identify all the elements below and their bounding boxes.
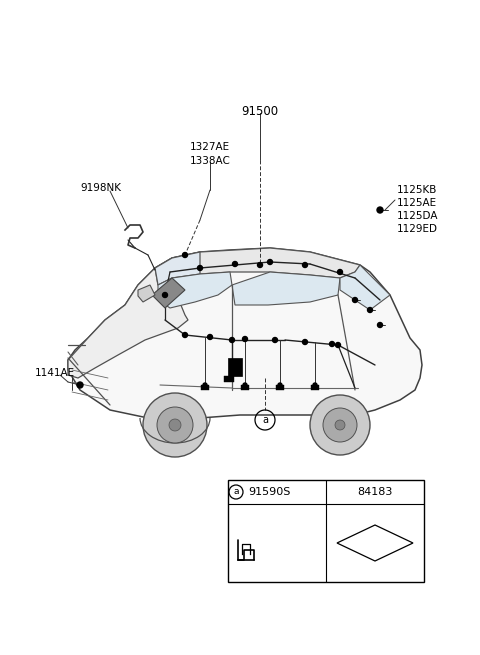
Bar (241, 385, 249, 390)
Circle shape (336, 343, 340, 348)
Circle shape (377, 322, 383, 328)
Circle shape (232, 261, 238, 267)
Circle shape (302, 339, 308, 345)
Circle shape (182, 252, 188, 257)
Polygon shape (340, 265, 390, 310)
Circle shape (329, 341, 335, 346)
Circle shape (337, 269, 343, 274)
Polygon shape (68, 268, 188, 378)
Circle shape (182, 333, 188, 337)
Circle shape (157, 407, 193, 443)
Circle shape (335, 420, 345, 430)
Circle shape (278, 383, 282, 387)
Circle shape (197, 265, 203, 271)
Circle shape (163, 293, 168, 297)
Circle shape (229, 337, 235, 343)
Text: 1125DA: 1125DA (397, 211, 439, 221)
Bar (276, 385, 284, 390)
Polygon shape (155, 248, 360, 285)
Text: 1141AE: 1141AE (35, 368, 75, 378)
Polygon shape (68, 248, 422, 422)
Circle shape (273, 337, 277, 343)
Circle shape (267, 259, 273, 265)
Circle shape (207, 335, 213, 339)
Polygon shape (155, 252, 200, 285)
Circle shape (368, 307, 372, 312)
Circle shape (310, 395, 370, 455)
Circle shape (313, 383, 317, 387)
Circle shape (77, 382, 83, 388)
Text: 9198NK: 9198NK (81, 183, 121, 193)
Circle shape (257, 263, 263, 267)
Text: 91500: 91500 (241, 105, 278, 118)
Circle shape (242, 337, 248, 341)
Text: 1125KB: 1125KB (397, 185, 437, 195)
Text: 1129ED: 1129ED (397, 224, 438, 234)
Circle shape (203, 383, 207, 387)
Circle shape (143, 393, 207, 457)
Polygon shape (138, 285, 155, 302)
Circle shape (323, 408, 357, 442)
Circle shape (352, 297, 358, 303)
Bar (228, 358, 242, 376)
Bar (224, 376, 234, 382)
Circle shape (302, 263, 308, 267)
Text: 1125AE: 1125AE (397, 198, 437, 208)
Bar (228, 480, 424, 582)
Text: a: a (233, 487, 239, 496)
Text: 91590S: 91590S (248, 487, 290, 497)
Polygon shape (152, 278, 185, 308)
Text: 84183: 84183 (357, 487, 393, 497)
Polygon shape (232, 272, 340, 305)
Bar (201, 385, 209, 390)
Text: 1327AE: 1327AE (190, 142, 230, 152)
Bar (311, 385, 319, 390)
Circle shape (169, 419, 181, 431)
Text: 1338AC: 1338AC (190, 156, 230, 166)
Text: a: a (262, 415, 268, 425)
Circle shape (243, 383, 247, 387)
Polygon shape (158, 272, 232, 308)
Circle shape (377, 207, 383, 213)
